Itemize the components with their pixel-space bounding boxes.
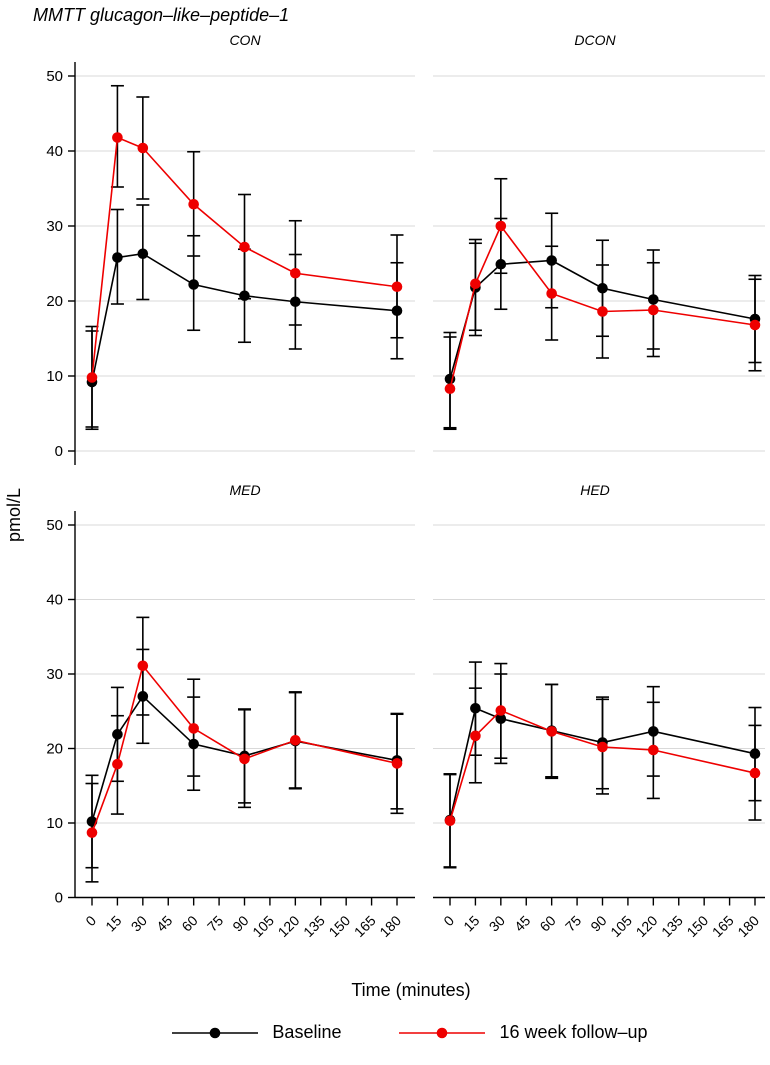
legend-item-baseline: Baseline bbox=[172, 1022, 341, 1043]
svg-text:75: 75 bbox=[562, 912, 584, 934]
svg-text:150: 150 bbox=[325, 912, 353, 940]
svg-text:15: 15 bbox=[460, 912, 482, 934]
legend-item-followup: 16 week follow–up bbox=[399, 1022, 648, 1043]
svg-text:60: 60 bbox=[178, 912, 200, 934]
panel-title-med: MED bbox=[229, 482, 261, 498]
x-axis-title: Time (minutes) bbox=[351, 980, 471, 1000]
svg-text:30: 30 bbox=[128, 912, 150, 934]
svg-text:45: 45 bbox=[153, 912, 175, 934]
svg-text:60: 60 bbox=[536, 912, 558, 934]
svg-text:180: 180 bbox=[376, 912, 404, 940]
svg-text:15: 15 bbox=[102, 912, 124, 934]
svg-text:90: 90 bbox=[587, 912, 609, 934]
svg-text:40: 40 bbox=[46, 592, 63, 609]
legend-label-baseline: Baseline bbox=[272, 1022, 342, 1042]
svg-text:75: 75 bbox=[204, 912, 226, 934]
svg-text:120: 120 bbox=[275, 912, 303, 940]
svg-text:30: 30 bbox=[46, 666, 63, 683]
followup-line-swatch bbox=[399, 1027, 486, 1038]
svg-text:135: 135 bbox=[658, 912, 686, 940]
svg-text:165: 165 bbox=[351, 912, 379, 940]
svg-text:10: 10 bbox=[46, 368, 63, 385]
svg-text:105: 105 bbox=[607, 912, 635, 940]
svg-text:105: 105 bbox=[249, 912, 277, 940]
svg-text:0: 0 bbox=[55, 443, 63, 460]
legend: Baseline 16 week follow–up bbox=[40, 1022, 770, 1043]
legend-label-followup: 16 week follow–up bbox=[499, 1022, 648, 1042]
svg-text:90: 90 bbox=[229, 912, 251, 934]
svg-text:45: 45 bbox=[511, 912, 533, 934]
svg-text:0: 0 bbox=[82, 912, 99, 929]
svg-text:50: 50 bbox=[46, 68, 63, 85]
svg-text:135: 135 bbox=[300, 912, 328, 940]
svg-text:180: 180 bbox=[734, 912, 762, 940]
svg-text:20: 20 bbox=[46, 741, 63, 758]
svg-text:30: 30 bbox=[486, 912, 508, 934]
baseline-line-swatch bbox=[172, 1027, 259, 1038]
svg-text:10: 10 bbox=[46, 815, 63, 832]
svg-text:20: 20 bbox=[46, 293, 63, 310]
panel-title-hed: HED bbox=[580, 482, 610, 498]
svg-text:150: 150 bbox=[683, 912, 711, 940]
svg-text:0: 0 bbox=[55, 890, 63, 907]
svg-text:0: 0 bbox=[440, 912, 457, 929]
chart-title: MMTT glucagon–like–peptide–1 bbox=[33, 5, 290, 25]
svg-text:120: 120 bbox=[633, 912, 661, 940]
panel-title-con: CON bbox=[229, 32, 261, 48]
svg-text:50: 50 bbox=[46, 517, 63, 534]
panel-title-dcon: DCON bbox=[574, 32, 616, 48]
svg-text:165: 165 bbox=[709, 912, 737, 940]
svg-text:40: 40 bbox=[46, 143, 63, 160]
svg-text:30: 30 bbox=[46, 218, 63, 235]
